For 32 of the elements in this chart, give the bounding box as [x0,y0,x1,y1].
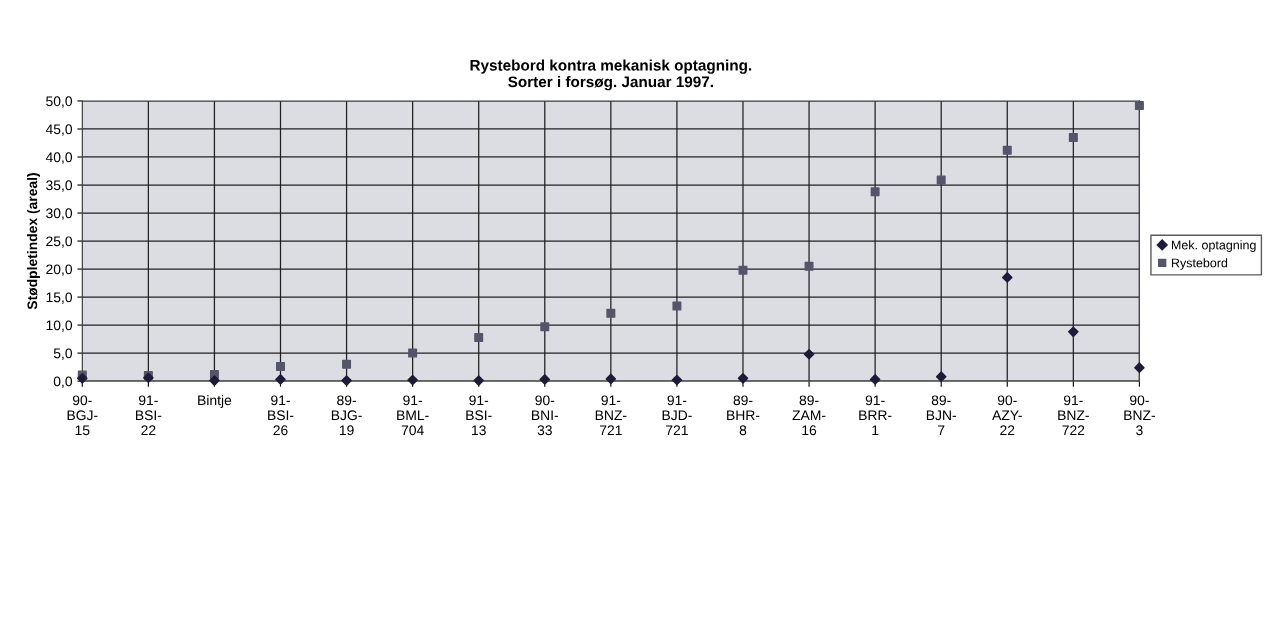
y-tick-label: 30,0 [46,208,73,220]
x-tick-label: 91- BML- 704 [397,395,429,436]
x-tick-label: Bintje [198,395,232,408]
x-tick-label: 91- BNZ- 721 [595,395,627,435]
y-tick-label: 25,0 [46,236,73,248]
y-tick-label: 40,0 [45,152,73,164]
x-tick-label: 91- BNZ- 722 [1058,395,1089,435]
x-tick-label: 91- BRR- 1 [859,395,892,435]
y-tick-label: 15,0 [46,292,73,304]
y-tick-label: 5,0 [53,348,73,360]
x-tick-label: 89- ZAM- 16 [792,395,826,436]
x-tick-label: 90- BGJ- 15 [67,395,98,436]
x-tick-label: 91- BSI- 13 [466,395,492,436]
x-tick-label: 89- BJG- 19 [331,395,362,436]
x-tick-label: 91- BSI- 26 [268,395,294,436]
y-tick-label: 10,0 [46,320,73,332]
x-tick-label: 89- BHR- 8 [727,395,760,436]
chart-title: Rystebord kontra mekanisk optagning. Sorter i forsøg. Januar 1997. [470,59,752,91]
y-tick-label: 35,0 [46,180,73,192]
x-tick-label: 91- BSI- 22 [135,395,162,435]
x-tick-label: 90- BNZ- 3 [1124,395,1155,436]
legend-label: Rystebord [1171,258,1228,270]
y-axis-title: Stødpletindex (areal) [27,173,40,310]
y-tick-label: 20,0 [46,264,73,276]
y-tick-label: 45,0 [45,124,73,136]
x-tick-label: 91- BJD- 721 [662,395,692,435]
y-tick-label: 50,0 [46,96,73,108]
x-tick-label: 89- BJN- 7 [926,395,957,435]
x-tick-label: 90- AZY- 22 [992,395,1022,435]
legend-label: Mek. optagning [1171,240,1256,252]
y-tick-label: 0,0 [53,376,73,388]
x-tick-label: 90- BNI- 33 [532,395,559,436]
